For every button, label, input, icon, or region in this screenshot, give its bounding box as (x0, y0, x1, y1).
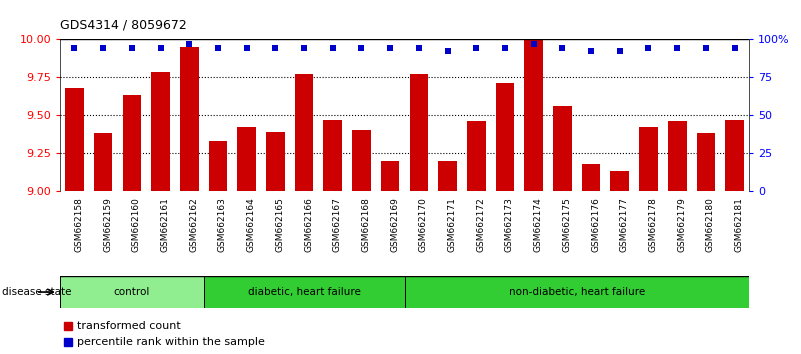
Text: GSM662164: GSM662164 (247, 197, 256, 252)
Point (384, 45, 396, 51)
Point (470, 45, 483, 51)
Point (126, 45, 139, 51)
Text: transformed count: transformed count (77, 321, 181, 331)
Text: GSM662173: GSM662173 (505, 197, 514, 252)
Text: GSM662158: GSM662158 (74, 197, 83, 252)
Bar (208, 141, 227, 191)
Bar (203, 276, 405, 308)
Text: GSM662176: GSM662176 (591, 197, 600, 252)
Point (699, 45, 712, 51)
Text: GSM662159: GSM662159 (103, 197, 112, 252)
Text: control: control (114, 287, 150, 297)
Point (670, 45, 683, 51)
Bar (266, 132, 284, 191)
Point (413, 45, 425, 51)
Bar (725, 120, 744, 191)
Bar (380, 161, 400, 191)
Text: disease state: disease state (2, 287, 71, 297)
Text: GSM662165: GSM662165 (276, 197, 284, 252)
Text: GSM662174: GSM662174 (533, 197, 542, 252)
Text: GSM662181: GSM662181 (735, 197, 743, 252)
Text: GSM662178: GSM662178 (649, 197, 658, 252)
Text: GSM662161: GSM662161 (160, 197, 170, 252)
Bar (582, 164, 601, 191)
Bar (405, 276, 749, 308)
Point (269, 45, 282, 51)
Bar (237, 127, 256, 191)
Bar (94, 133, 112, 191)
Text: GSM662169: GSM662169 (390, 197, 399, 252)
Bar (409, 74, 429, 191)
Bar (180, 47, 199, 191)
Text: GDS4314 / 8059672: GDS4314 / 8059672 (60, 19, 187, 32)
Text: GSM662180: GSM662180 (706, 197, 714, 252)
Bar (65, 88, 84, 191)
Text: GSM662177: GSM662177 (620, 197, 629, 252)
Point (642, 45, 655, 51)
Bar (639, 127, 658, 191)
Text: percentile rank within the sample: percentile rank within the sample (77, 337, 265, 347)
Point (441, 48, 454, 54)
Bar (123, 95, 141, 191)
Bar (467, 121, 485, 191)
Point (498, 45, 511, 51)
Point (614, 48, 626, 54)
Point (97, 45, 110, 51)
Text: GSM662179: GSM662179 (677, 197, 686, 252)
Point (527, 41, 540, 46)
Text: GSM662175: GSM662175 (562, 197, 571, 252)
Text: GSM662170: GSM662170 (419, 197, 428, 252)
Text: GSM662167: GSM662167 (332, 197, 342, 252)
Point (211, 45, 224, 51)
Bar (352, 130, 371, 191)
Text: GSM662163: GSM662163 (218, 197, 227, 252)
Bar (553, 106, 572, 191)
Text: diabetic, heart failure: diabetic, heart failure (248, 287, 360, 297)
Bar (295, 74, 313, 191)
Text: non-diabetic, heart failure: non-diabetic, heart failure (509, 287, 645, 297)
Text: GSM662171: GSM662171 (448, 197, 457, 252)
Bar (496, 83, 514, 191)
Bar (610, 171, 629, 191)
Point (240, 45, 253, 51)
Text: GSM662160: GSM662160 (132, 197, 141, 252)
Bar (324, 120, 342, 191)
Point (154, 45, 167, 51)
Text: GSM662172: GSM662172 (477, 197, 485, 252)
Point (728, 45, 741, 51)
Bar (438, 161, 457, 191)
Point (298, 45, 311, 51)
Bar (668, 121, 686, 191)
Bar (151, 73, 170, 191)
Bar (525, 40, 543, 191)
Bar (60, 276, 203, 308)
Point (183, 41, 195, 46)
Point (68, 45, 81, 51)
Bar (697, 133, 715, 191)
Point (556, 45, 569, 51)
Text: GSM662162: GSM662162 (189, 197, 198, 252)
Point (585, 48, 598, 54)
Text: GSM662166: GSM662166 (304, 197, 313, 252)
Text: GSM662168: GSM662168 (361, 197, 370, 252)
Point (355, 45, 368, 51)
Point (326, 45, 339, 51)
